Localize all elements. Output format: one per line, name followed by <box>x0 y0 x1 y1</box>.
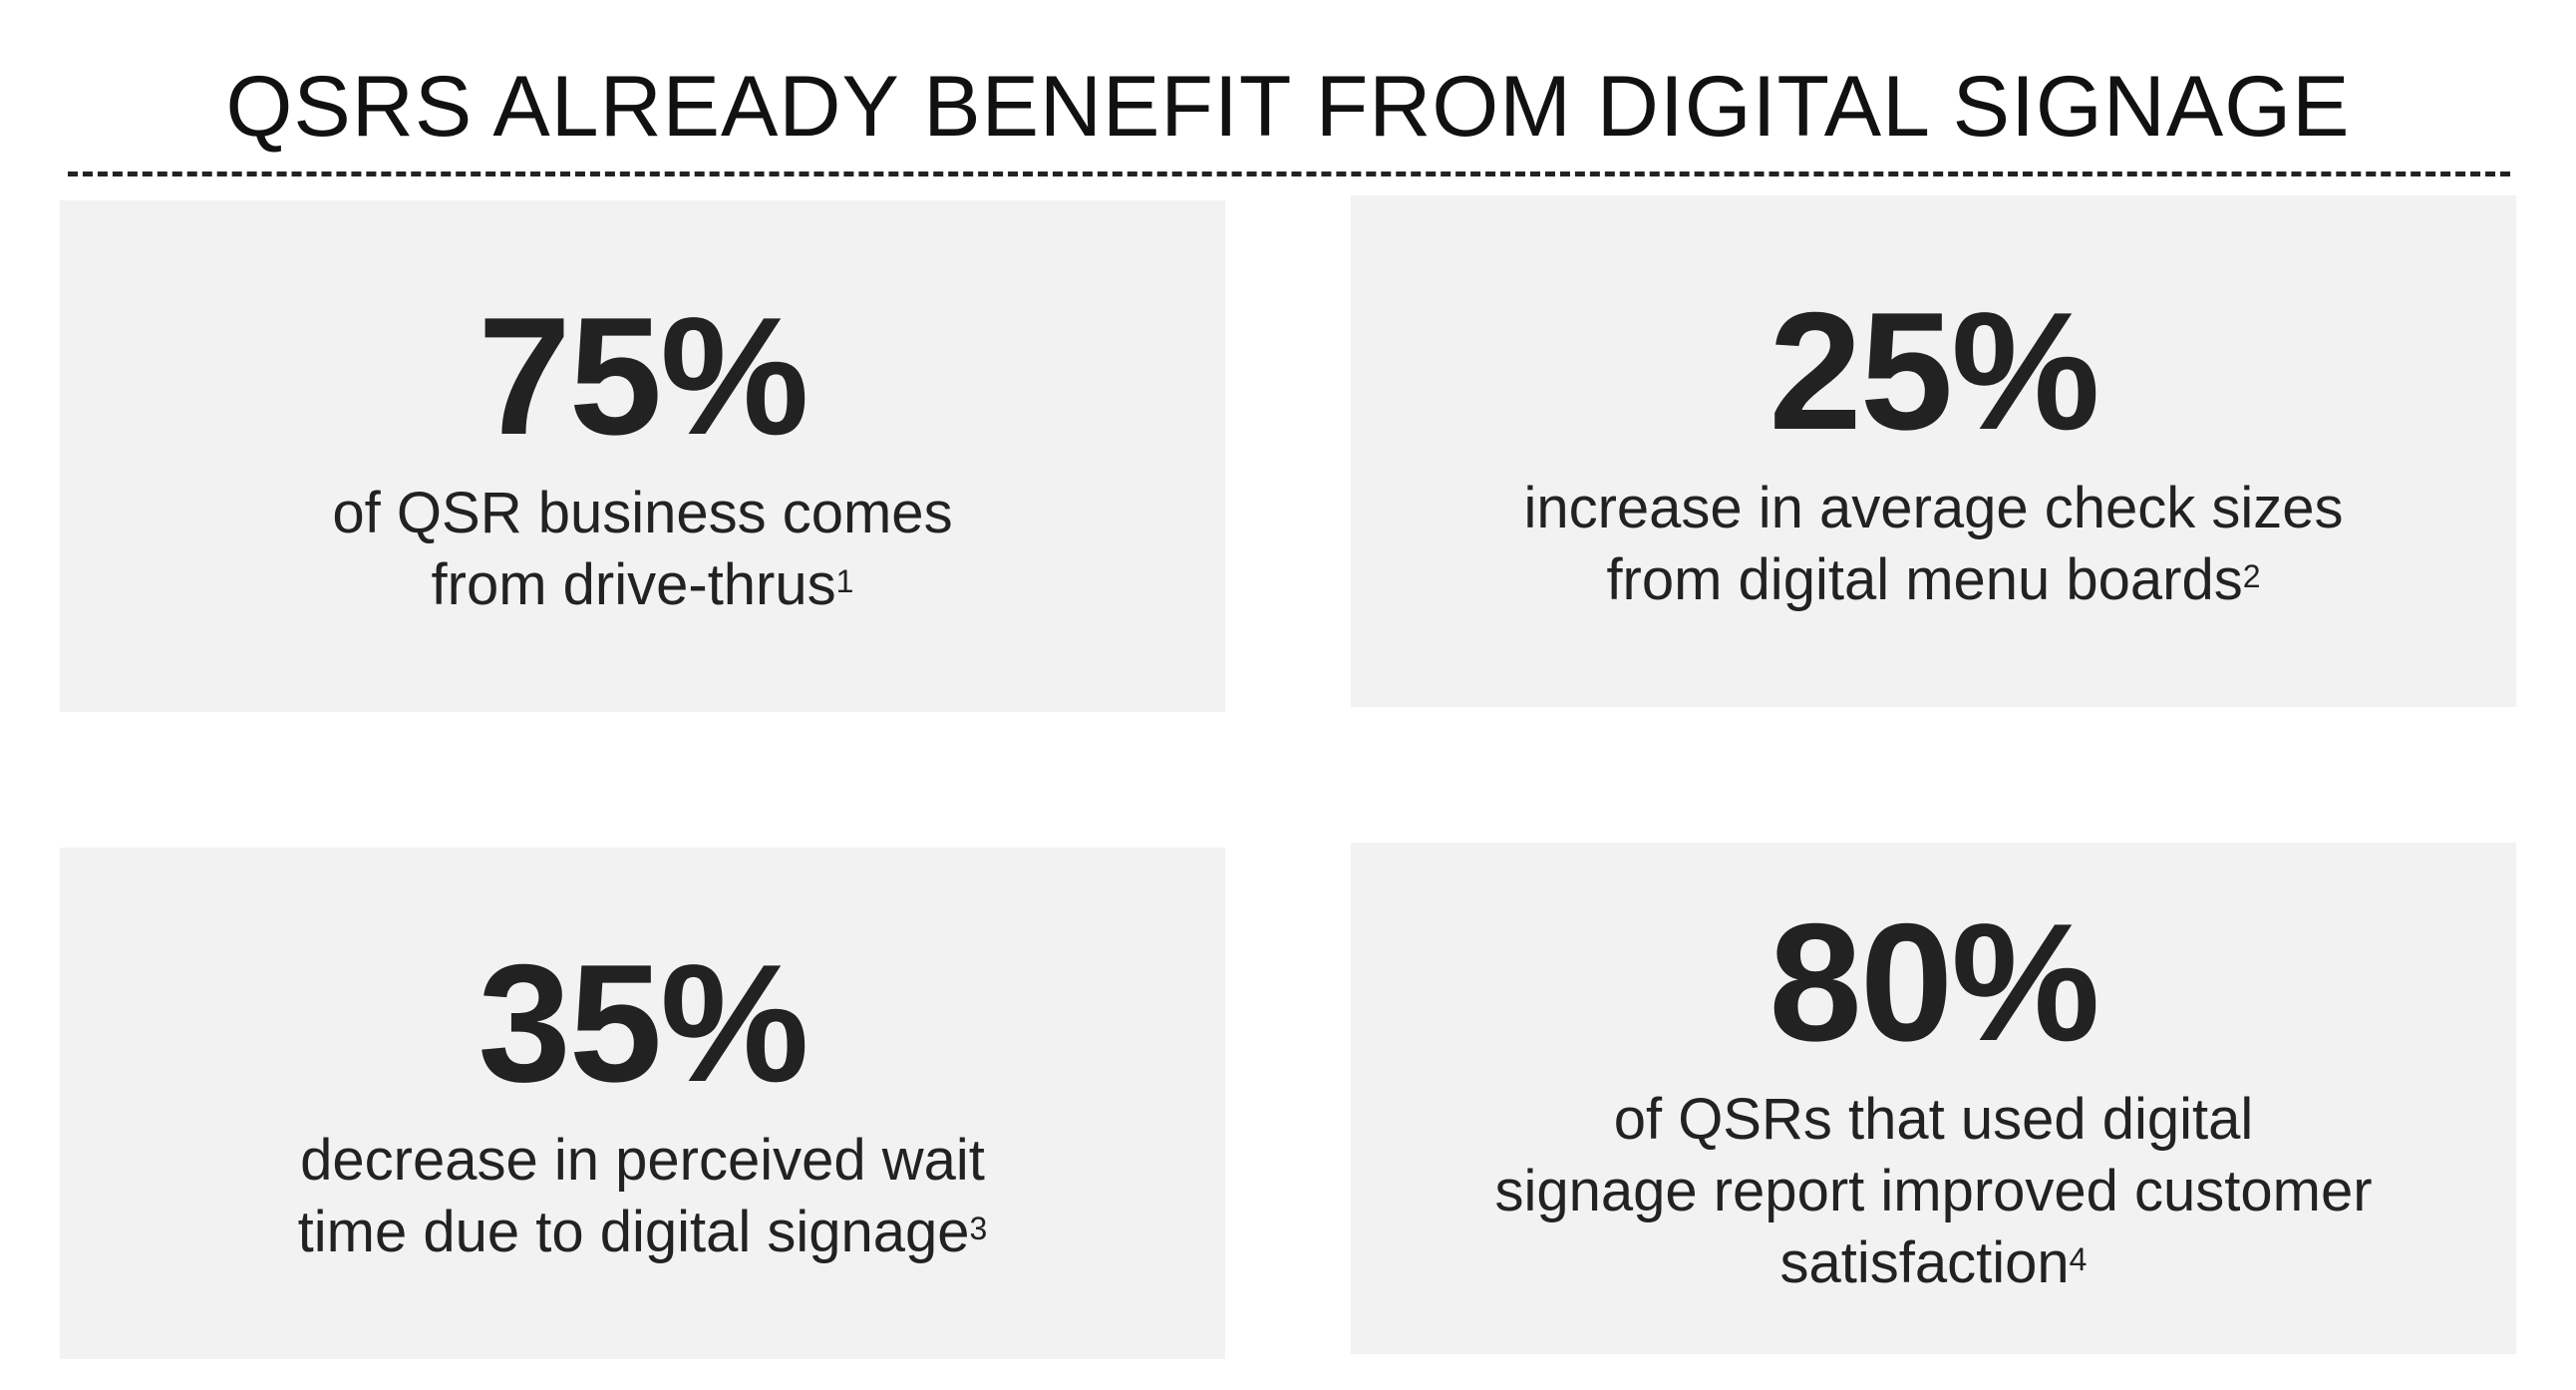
stat-card-satisfaction: 80% of QSRs that used digital signage re… <box>1351 843 2516 1354</box>
stat-value: 25% <box>1769 276 2099 465</box>
stat-line: from digital menu boards <box>1606 546 2243 612</box>
stat-description: increase in average check sizes from dig… <box>1523 473 2343 616</box>
footnote-marker: 1 <box>835 562 854 599</box>
stat-value: 80% <box>1769 887 2099 1076</box>
stat-line: of QSRs that used digital <box>1613 1086 2254 1152</box>
stat-value: 35% <box>478 928 808 1117</box>
stat-line: increase in average check sizes <box>1523 475 2344 540</box>
stat-description: decrease in perceived wait time due to d… <box>298 1125 988 1268</box>
stat-card-check-size: 25% increase in average check sizes from… <box>1351 195 2516 707</box>
stat-description: of QSR business comes from drive-thrus1 <box>332 478 952 621</box>
stat-line: satisfaction <box>1779 1229 2070 1295</box>
stat-description: of QSRs that used digital signage report… <box>1494 1084 2372 1299</box>
page-title: QSRS ALREADY BENEFIT FROM DIGITAL SIGNAG… <box>225 59 2351 155</box>
stat-value: 75% <box>478 281 808 470</box>
stat-card-drive-thru: 75% of QSR business comes from drive-thr… <box>60 200 1225 712</box>
footnote-marker: 4 <box>2069 1240 2088 1277</box>
footnote-marker: 3 <box>969 1210 988 1246</box>
stat-line: of QSR business comes <box>332 480 953 545</box>
stat-line: time due to digital signage <box>297 1199 970 1264</box>
footnote-marker: 2 <box>2242 557 2261 594</box>
stat-line: from drive-thrus <box>431 551 836 617</box>
stat-card-wait-time: 35% decrease in perceived wait time due … <box>60 848 1225 1359</box>
dashed-divider <box>68 172 2510 176</box>
stat-line: signage report improved customer <box>1494 1158 2373 1223</box>
stat-line: decrease in perceived wait <box>300 1127 985 1193</box>
